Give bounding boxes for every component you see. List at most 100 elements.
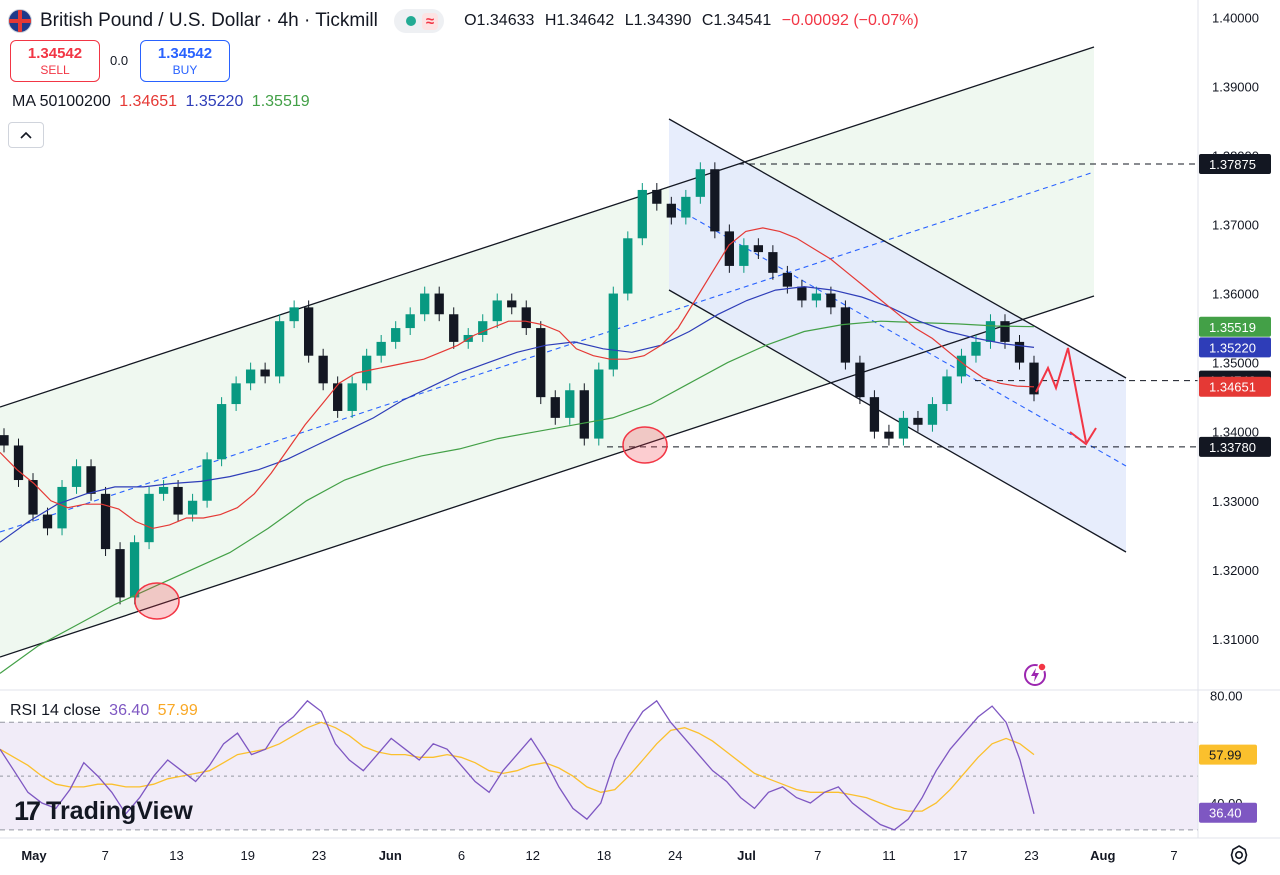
price-tag — [1199, 316, 1271, 337]
candle-body — [579, 390, 589, 439]
candle-body — [129, 542, 140, 598]
ma100-value: 1.35220 — [185, 93, 244, 110]
time-tick-label: 11 — [882, 848, 896, 863]
price-tag-label: 1.34651 — [1209, 380, 1256, 395]
price-tag — [1199, 436, 1271, 457]
sell-button[interactable]: 1.34542 SELL — [10, 40, 100, 82]
candle-body — [565, 390, 575, 418]
candle-body — [666, 203, 676, 218]
candle-body — [608, 293, 618, 370]
price-tick-label: 1.37000 — [1212, 217, 1259, 232]
candle-body — [420, 293, 430, 315]
candle-body — [550, 397, 560, 418]
ma200-line — [0, 320, 1035, 674]
flash-alert-icon[interactable] — [1022, 661, 1048, 687]
rsi-tag-label: 57.99 — [1209, 748, 1242, 763]
ohlc-open: O1.34633 — [464, 12, 535, 29]
collapse-legend-button[interactable] — [8, 122, 44, 148]
gbp-usd-flag-icon — [8, 9, 32, 33]
rsi-ma-line — [0, 721, 1035, 812]
time-tick-label: 7 — [814, 848, 821, 863]
candle-body — [1000, 321, 1010, 342]
candle-body — [0, 435, 9, 446]
time-tick-label: 24 — [668, 848, 682, 863]
swing-low-marker — [622, 426, 668, 464]
price-tag-label: 1.33780 — [1209, 440, 1256, 455]
ma50-line — [0, 227, 1035, 530]
candle-body — [71, 466, 82, 487]
candle-body — [144, 493, 154, 543]
time-tick-label: 7 — [1170, 848, 1177, 863]
ma-legend[interactable]: MA 50100200 1.34651 1.35220 1.35519 — [12, 93, 314, 111]
candle-body — [623, 238, 633, 294]
candle-body — [753, 245, 764, 253]
candle-body — [274, 321, 285, 377]
candle-body — [521, 307, 531, 329]
candle-body — [42, 514, 53, 529]
ascending-channel-mid-line — [0, 171, 1095, 533]
price-tick-label: 1.31000 — [1212, 632, 1259, 647]
ascending-channel-lower-line — [0, 295, 1095, 658]
candle-body — [28, 480, 38, 515]
rsi-legend[interactable]: RSI 14 close 36.40 57.99 — [10, 702, 202, 720]
tradingview-wordmark: TradingView — [46, 797, 193, 825]
market-open-dot-icon — [405, 16, 416, 26]
candle-body — [245, 369, 256, 384]
time-tick-label: Aug — [1090, 848, 1115, 863]
buy-button[interactable]: 1.34542 BUY — [140, 40, 230, 82]
price-tick-label: 1.33000 — [1212, 494, 1259, 509]
rsi-value: 36.40 — [109, 702, 150, 719]
time-tick-label: 18 — [597, 848, 611, 863]
time-tick-label: 23 — [1024, 848, 1038, 863]
price-tick-label: 1.36000 — [1212, 287, 1259, 302]
price-tick-label: 1.39000 — [1212, 79, 1259, 94]
price-tick-label: 1.34000 — [1212, 425, 1259, 440]
time-tick-label: 17 — [953, 848, 967, 863]
candle-body — [898, 417, 909, 439]
candle-body — [100, 493, 111, 550]
status-pill[interactable]: ≈ — [393, 9, 445, 33]
candle-body — [376, 341, 386, 356]
candle-body — [216, 404, 227, 460]
candle-body — [637, 189, 647, 239]
ohlc-change: −0.00092 (−0.07%) — [781, 12, 919, 29]
ohlc-readout: O1.34633 H1.34642 L1.34390 C1.34541 −0.0… — [464, 12, 925, 30]
candle-body — [391, 328, 401, 342]
rsi-legend-label: RSI 14 close — [10, 702, 101, 719]
candle-body — [318, 355, 328, 384]
ma50-value: 1.34651 — [119, 93, 178, 110]
candle-body — [695, 169, 705, 197]
candle-body — [86, 466, 96, 494]
price-tag — [1199, 337, 1271, 358]
candle-body — [681, 196, 691, 218]
tradingview-mark-icon: 17 — [14, 796, 41, 826]
time-tick-label: May — [21, 848, 47, 863]
descending-channel-mid-line — [668, 203, 1127, 467]
rsi-tag — [1199, 744, 1257, 765]
candle-body — [492, 300, 502, 322]
candle-body — [594, 369, 604, 439]
projection-arrowhead — [1069, 427, 1097, 446]
time-tick-label: 12 — [526, 848, 540, 863]
candle-body — [811, 293, 822, 301]
candle-body — [57, 486, 67, 529]
candle-body — [478, 321, 488, 335]
candle-body — [869, 397, 880, 432]
descending-channel-lower-line — [668, 289, 1127, 553]
price-tag-label: 1.37875 — [1209, 157, 1256, 172]
time-tick-label: Jun — [379, 848, 402, 863]
candle-body — [782, 272, 793, 287]
candle-body — [826, 293, 836, 308]
gear-icon[interactable] — [1228, 844, 1250, 866]
chart-title[interactable]: British Pound / U.S. Dollar · 4h · Tickm… — [40, 10, 378, 31]
candle-body — [347, 383, 357, 411]
price-tag — [1199, 376, 1271, 397]
candle-body — [231, 383, 241, 405]
tradingview-logo[interactable]: 17 TradingView — [14, 796, 193, 827]
rsi-ma-value: 57.99 — [157, 702, 198, 719]
candle-body — [985, 321, 996, 342]
time-tick-label: 19 — [241, 848, 255, 863]
candle-body — [855, 362, 865, 398]
